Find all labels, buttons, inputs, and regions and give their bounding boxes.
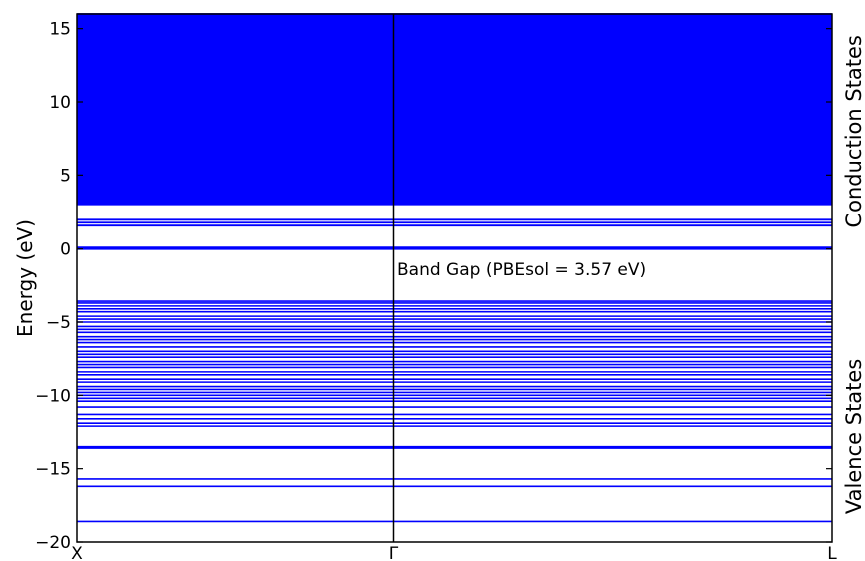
y-axis-title: Energy (eV) bbox=[13, 219, 37, 337]
y-tick-label: −15 bbox=[35, 460, 71, 480]
band-lines bbox=[77, 13, 832, 523]
band-gap-annotation: Band Gap (PBEsol = 3.57 eV) bbox=[397, 260, 646, 280]
x-kpoint-label: L bbox=[827, 544, 837, 561]
y-tick-label: 15 bbox=[49, 20, 71, 40]
y-tick-label: −20 bbox=[35, 533, 71, 553]
y-tick-label: −10 bbox=[35, 386, 71, 406]
y-tick-label: −5 bbox=[46, 313, 71, 333]
y-axis-ticks: −20 −15 −10 −5 0 5 10 15 bbox=[35, 20, 832, 553]
conduction-states-label: Conduction States bbox=[842, 35, 865, 227]
plot-frame bbox=[76, 13, 833, 543]
y-tick-label: 5 bbox=[60, 166, 71, 186]
x-kpoint-label: X bbox=[71, 544, 83, 561]
y-tick-label: 0 bbox=[60, 240, 71, 260]
x-kpoint-label: Γ bbox=[389, 544, 399, 561]
y-tick-label: 10 bbox=[49, 93, 71, 113]
valence-states-label: Valence States bbox=[842, 359, 865, 514]
